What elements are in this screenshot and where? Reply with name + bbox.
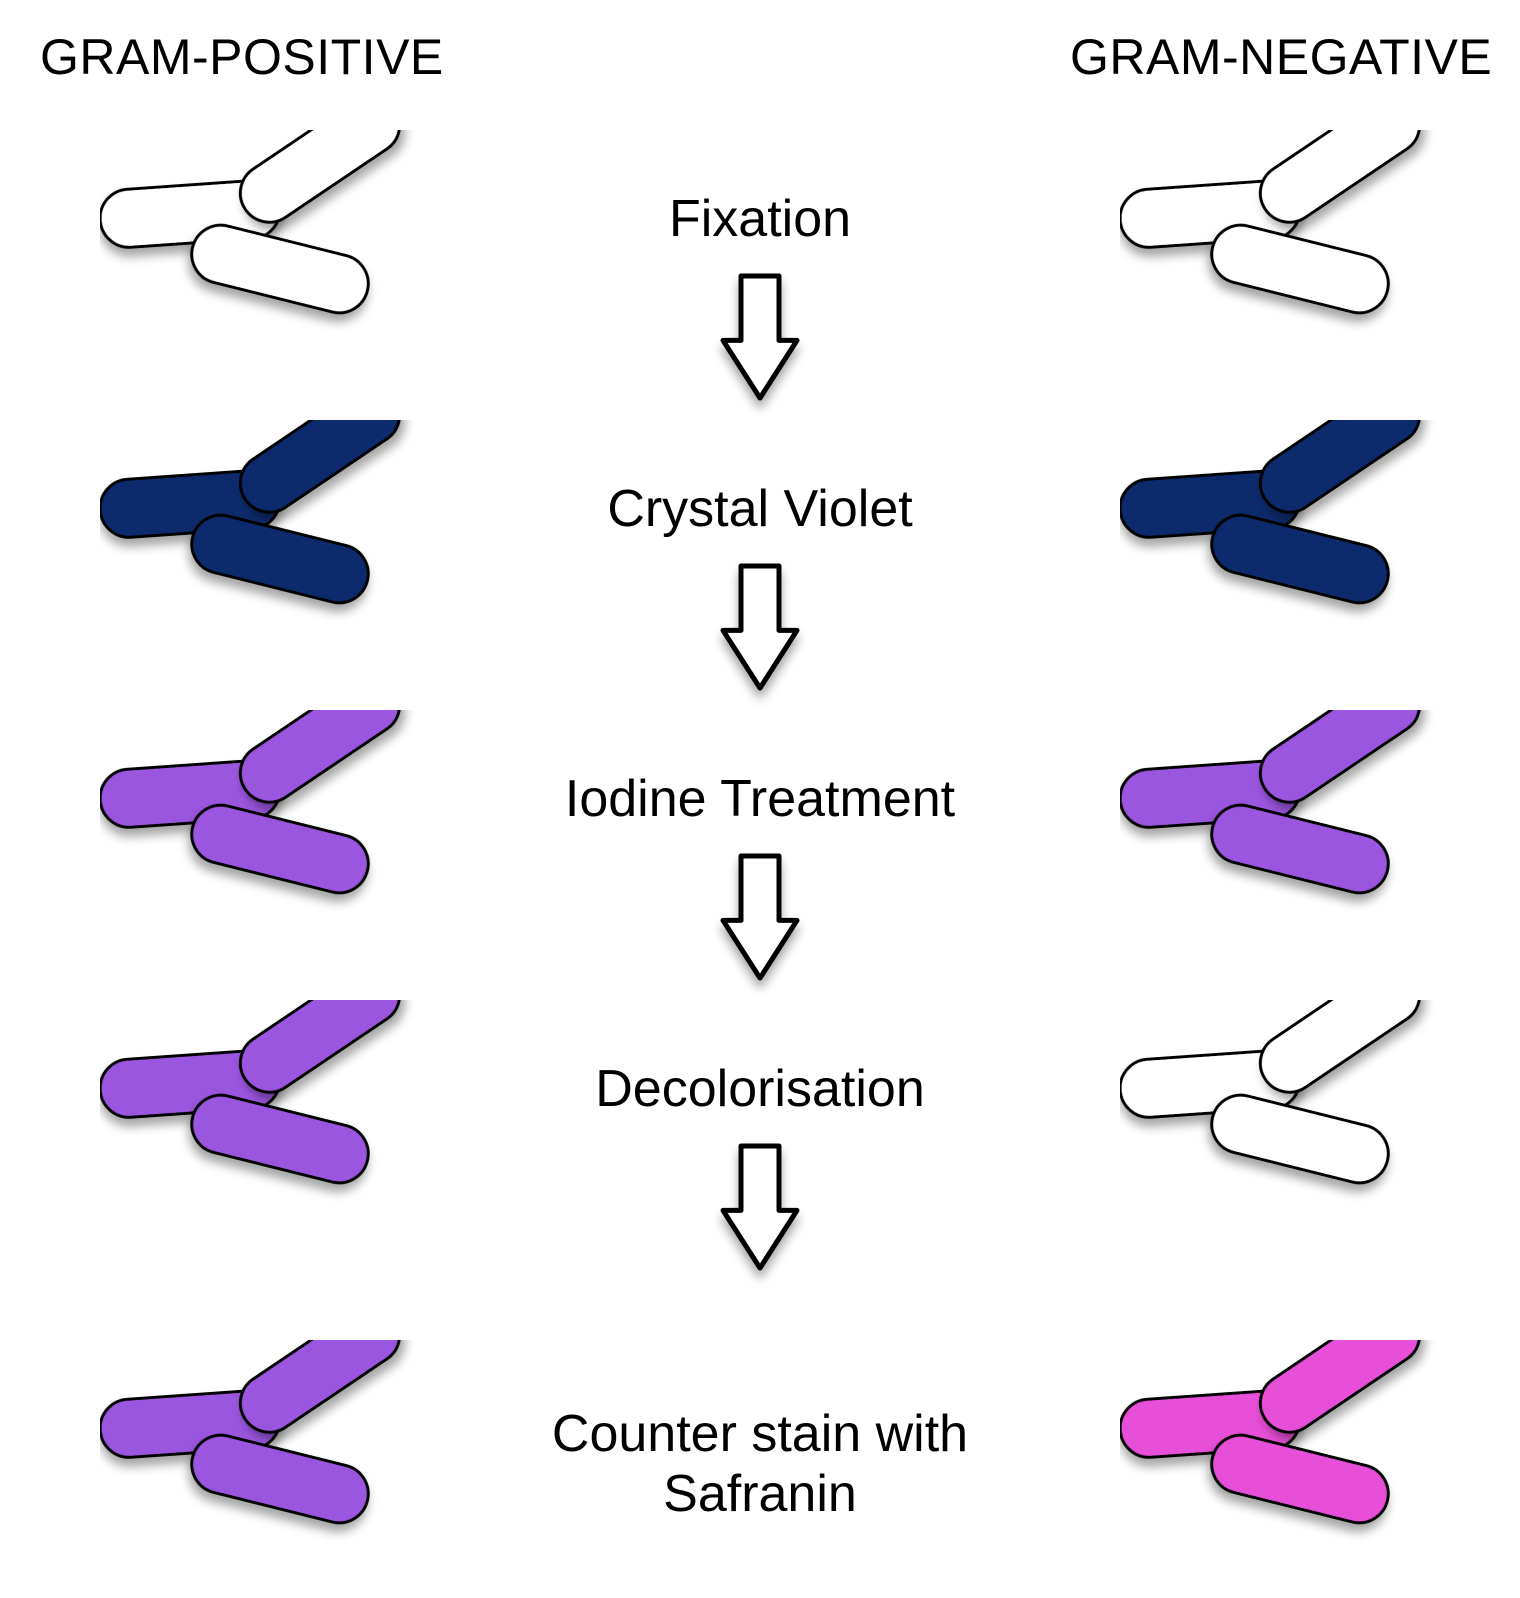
flow-arrow-2 [713, 560, 807, 723]
bacteria-cluster-right-5 [1120, 1340, 1440, 1560]
bacteria-cluster-left-1 [100, 130, 420, 350]
bacteria-cluster-right-3 [1120, 710, 1440, 930]
header-gram-positive: GRAM-POSITIVE [40, 28, 444, 86]
step-label-crystal-violet: Crystal Violet [607, 480, 912, 540]
bacteria-cluster-right-2 [1120, 420, 1440, 640]
bacteria-cluster-left-3 [100, 710, 420, 930]
step-label-iodine: Iodine Treatment [565, 770, 955, 830]
flow-arrow-3 [713, 850, 807, 1013]
bacteria-cluster-right-1 [1120, 130, 1440, 350]
bacteria-cluster-right-4 [1120, 1000, 1440, 1220]
bacteria-cluster-left-4 [100, 1000, 420, 1220]
flow-arrow-1 [713, 270, 807, 433]
bacteria-cluster-left-5 [100, 1340, 420, 1560]
bacteria-cluster-left-2 [100, 420, 420, 640]
step-label-counterstain: Counter stain with Safranin [552, 1405, 968, 1525]
step-label-decolorisation: Decolorisation [595, 1060, 925, 1120]
step-label-fixation: Fixation [669, 190, 851, 250]
header-gram-negative: GRAM-NEGATIVE [1070, 28, 1492, 86]
flow-arrow-4 [713, 1140, 807, 1303]
